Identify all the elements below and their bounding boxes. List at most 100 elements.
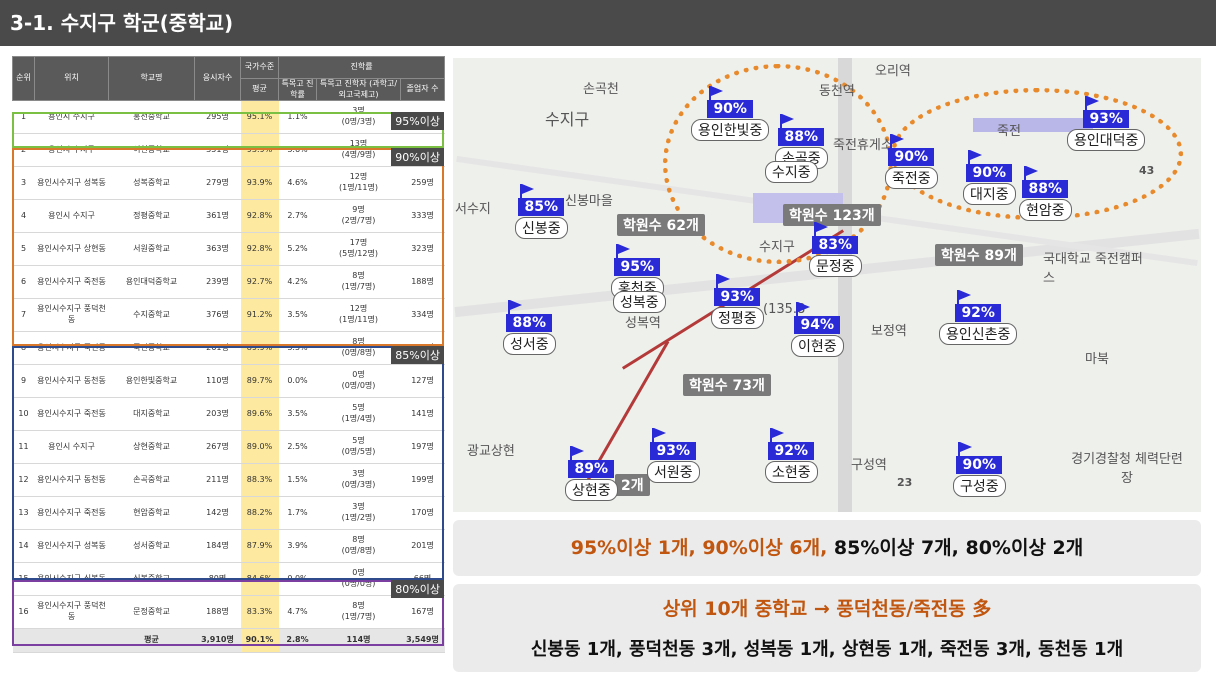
col-special-rate: 특목고 진학률 xyxy=(278,78,317,101)
flag-icon xyxy=(957,290,960,304)
map-label: 23 xyxy=(897,476,913,489)
table-row: 4 용인시 수지구 정평중학교 361명 92.8% 2.7% 9명 (2명/7명) 333명 xyxy=(12,199,445,233)
school-marker[interactable]: 수지중 xyxy=(765,160,818,183)
flag-icon xyxy=(959,290,972,300)
school-table: 순위 위치 학교명 응시자수 국가수준 진학률 평균 특목고 진학률 특목고 진… xyxy=(12,56,446,653)
school-percent-flag: 88% xyxy=(506,300,553,332)
school-marker[interactable]: 90% 구성중 xyxy=(953,442,1006,497)
table-row: 3 용인시수지구 성복동 성복중학교 279명 93.9% 4.6% 12명 (1명/11명)… xyxy=(12,166,445,200)
page-title: 3-1. 수지구 학군(중학교) xyxy=(0,0,1216,46)
col-national: 국가수준 xyxy=(240,56,279,79)
map-label: 신봉마을 xyxy=(565,194,613,209)
table-cell-count: 17명 (5명/12명) xyxy=(316,232,401,266)
school-percent: 93% xyxy=(1089,111,1123,127)
table-cell-rate: 3.5% xyxy=(278,298,317,332)
school-marker[interactable]: 93% 정평중 xyxy=(711,274,764,329)
count-value: 13명 xyxy=(349,139,368,149)
count-value: 8명 xyxy=(352,601,365,611)
table-cell-location: 용인시 수지구 xyxy=(34,430,109,464)
academy-count: 학원수 73개 xyxy=(683,374,771,396)
school-percent-flag: 90% xyxy=(888,134,935,166)
table-cell-rank: 11 xyxy=(12,430,35,464)
school-percent-flag: 92% xyxy=(768,428,815,460)
school-name: 현암중 xyxy=(1019,199,1072,221)
school-percent-flag: 85% xyxy=(518,184,565,216)
table-cell-grads: 323명 xyxy=(400,232,445,266)
col-location: 위치 xyxy=(34,56,109,101)
map-label: 동천역 xyxy=(819,84,855,99)
school-marker[interactable]: 93% 용인대덕중 xyxy=(1067,96,1146,151)
school-marker[interactable]: 92% 용인신촌중 xyxy=(939,290,1018,345)
table-cell-grads: 224명 xyxy=(400,331,445,365)
table-row: 1 용인시 수지구 홍천중학교 295명 95.1% 1.1% 3명 (0명/3명) xyxy=(12,100,445,134)
school-name: 문정중 xyxy=(809,255,862,277)
school-marker[interactable]: 93% 서원중 xyxy=(647,428,700,483)
school-marker[interactable]: 88% 현암중 xyxy=(1019,166,1072,221)
table-cell-avg: 89.0% xyxy=(240,430,279,464)
footer-apps: 3,910명 xyxy=(194,628,241,653)
table-cell-location: 용인시수지구 죽전동 xyxy=(34,331,109,365)
summary-districts: 신봉동 1개, 풍덕천동 3개, 성복동 1개, 상현동 1개, 죽전동 3개,… xyxy=(530,639,1124,660)
school-marker[interactable]: 83% 문정중 xyxy=(809,222,862,277)
table-cell-rank: 1 xyxy=(12,100,35,134)
table-row: 2 용인시 수지구 이현중학교 351명 93.9% 3.6% 13명 (4명/9명) xyxy=(12,133,445,167)
flag-icon xyxy=(618,244,631,254)
count-detail: (1명/2명) xyxy=(341,513,376,522)
flag-icon xyxy=(958,442,961,456)
school-marker[interactable]: 90% 죽전중 xyxy=(885,134,938,189)
flag-icon xyxy=(960,442,973,452)
map-label: 죽전휴게소 xyxy=(833,138,893,153)
table-cell-grads: 127명 xyxy=(400,364,445,398)
table-cell-applicants: 80명 xyxy=(194,562,241,596)
flag-icon xyxy=(510,300,523,310)
table-cell-avg: 93.9% xyxy=(240,166,279,200)
flag-icon xyxy=(772,428,785,438)
table-cell-applicants: 203명 xyxy=(194,397,241,431)
school-marker[interactable]: 성복중 xyxy=(613,290,666,313)
count-value: 5명 xyxy=(352,403,365,413)
school-percent: 83% xyxy=(818,237,853,253)
school-marker[interactable]: 94% 이현중 xyxy=(791,302,844,357)
table-cell-applicants: 295명 xyxy=(194,100,241,134)
school-percent: 92% xyxy=(774,443,809,459)
table-cell-location: 용인시수지구 동천동 xyxy=(34,364,109,398)
table-cell-grads: 333명 xyxy=(400,199,445,233)
school-name: 죽전중 xyxy=(885,167,938,189)
table-cell-school: 이현중학교 xyxy=(108,133,195,167)
table-cell-applicants: 239명 xyxy=(194,265,241,299)
academy-count: 2개 xyxy=(615,474,650,496)
school-name: 대지중 xyxy=(963,183,1016,205)
count-detail: (4명/9명) xyxy=(341,150,376,159)
flag-icon xyxy=(816,222,829,232)
table-cell-count: 8명 (0명/8명) xyxy=(316,331,401,365)
table-cell-applicants: 188명 xyxy=(194,595,241,629)
school-marker[interactable]: 92% 소현중 xyxy=(765,428,818,483)
table-cell-rate: 4.7% xyxy=(278,595,317,629)
table-cell-count: 3명 (1명/2명) xyxy=(316,496,401,530)
flag-icon xyxy=(798,302,811,312)
footer-label: 평균 xyxy=(108,628,195,653)
table-cell-avg: 89.6% xyxy=(240,397,279,431)
table-cell-applicants: 351명 xyxy=(194,133,241,167)
school-marker[interactable]: 90% 용인한빛중 xyxy=(691,86,770,141)
school-percent: 88% xyxy=(1028,181,1063,197)
school-marker[interactable]: 90% 대지중 xyxy=(963,150,1016,205)
table-cell-rank: 8 xyxy=(12,331,35,365)
flag-icon xyxy=(522,184,535,194)
table-row: 16 용인시수지구 풍덕천동 문정중학교 188명 83.3% 4.7% 8명 (1명/7명)… xyxy=(12,595,445,629)
table-cell-school: 정평중학교 xyxy=(108,199,195,233)
school-marker[interactable]: 85% 신봉중 xyxy=(515,184,568,239)
table-cell-location: 용인시수지구 동천동 xyxy=(34,463,109,497)
table-cell-rank: 10 xyxy=(12,397,35,431)
table-cell-avg: 95.1% xyxy=(240,100,279,134)
flag-icon xyxy=(1085,96,1088,110)
school-marker[interactable]: 88% 성서중 xyxy=(503,300,556,355)
table-cell-grads xyxy=(400,100,445,134)
school-marker[interactable]: 89% 상현중 xyxy=(565,446,618,501)
table-cell-count: 8명 (1명/7명) xyxy=(316,595,401,629)
table-cell-avg: 89.9% xyxy=(240,331,279,365)
table-cell-applicants: 110명 xyxy=(194,364,241,398)
school-percent: 93% xyxy=(656,443,691,459)
school-percent: 88% xyxy=(512,315,547,331)
table-cell-count: 5명 (1명/4명) xyxy=(316,397,401,431)
